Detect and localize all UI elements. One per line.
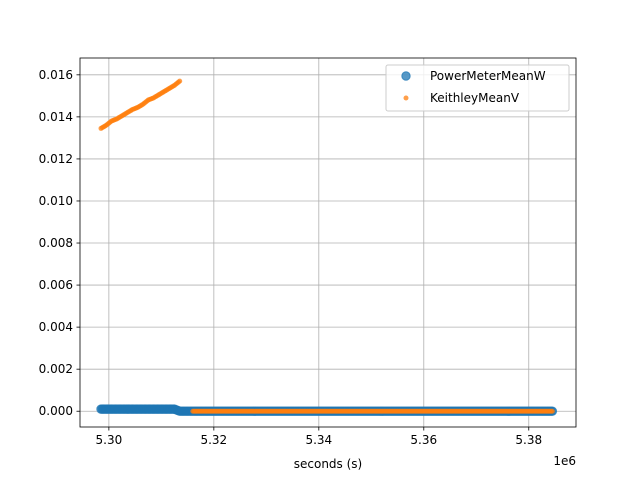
y-tick-label: 0.016 (39, 68, 73, 82)
legend: PowerMeterMeanW KeithleyMeanV (385, 64, 570, 112)
series-layer (96, 78, 558, 416)
x-tick-label: 5.36 (410, 433, 437, 447)
legend-marker-powermetermeanw (401, 71, 411, 81)
data-point (177, 78, 183, 84)
y-axis-ticks: 0.000 0.002 0.004 0.006 0.008 0.010 0.012 0.014… (39, 68, 80, 418)
grid-lines (80, 58, 576, 427)
legend-marker-keithleymeanv (403, 95, 409, 101)
x-tick-label: 5.38 (515, 433, 542, 447)
x-axis-offset-label: 1e6 (553, 454, 576, 468)
x-axis-ticks: 5.30 5.32 5.34 5.36 5.38 (96, 427, 542, 447)
y-tick-label: 0.014 (39, 110, 73, 124)
y-tick-label: 0.002 (39, 362, 73, 376)
x-tick-label: 5.34 (305, 433, 332, 447)
y-tick-label: 0.010 (39, 194, 73, 208)
data-point (549, 408, 555, 414)
plot-frame (79, 57, 577, 428)
legend-label-keithleymeanv: KeithleyMeanV (430, 91, 520, 105)
y-tick-label: 0.006 (39, 278, 73, 292)
x-tick-label: 5.30 (96, 433, 123, 447)
legend-label-powermetermeanw: PowerMeterMeanW (430, 69, 546, 83)
x-tick-label: 5.32 (200, 433, 227, 447)
y-tick-label: 0.004 (39, 320, 73, 334)
series-keithleymeanv (98, 78, 555, 414)
y-tick-label: 0.000 (39, 404, 73, 418)
x-axis-label: seconds (s) (294, 457, 362, 471)
legend-box (385, 64, 570, 112)
y-tick-label: 0.012 (39, 152, 73, 166)
y-tick-label: 0.008 (39, 236, 73, 250)
